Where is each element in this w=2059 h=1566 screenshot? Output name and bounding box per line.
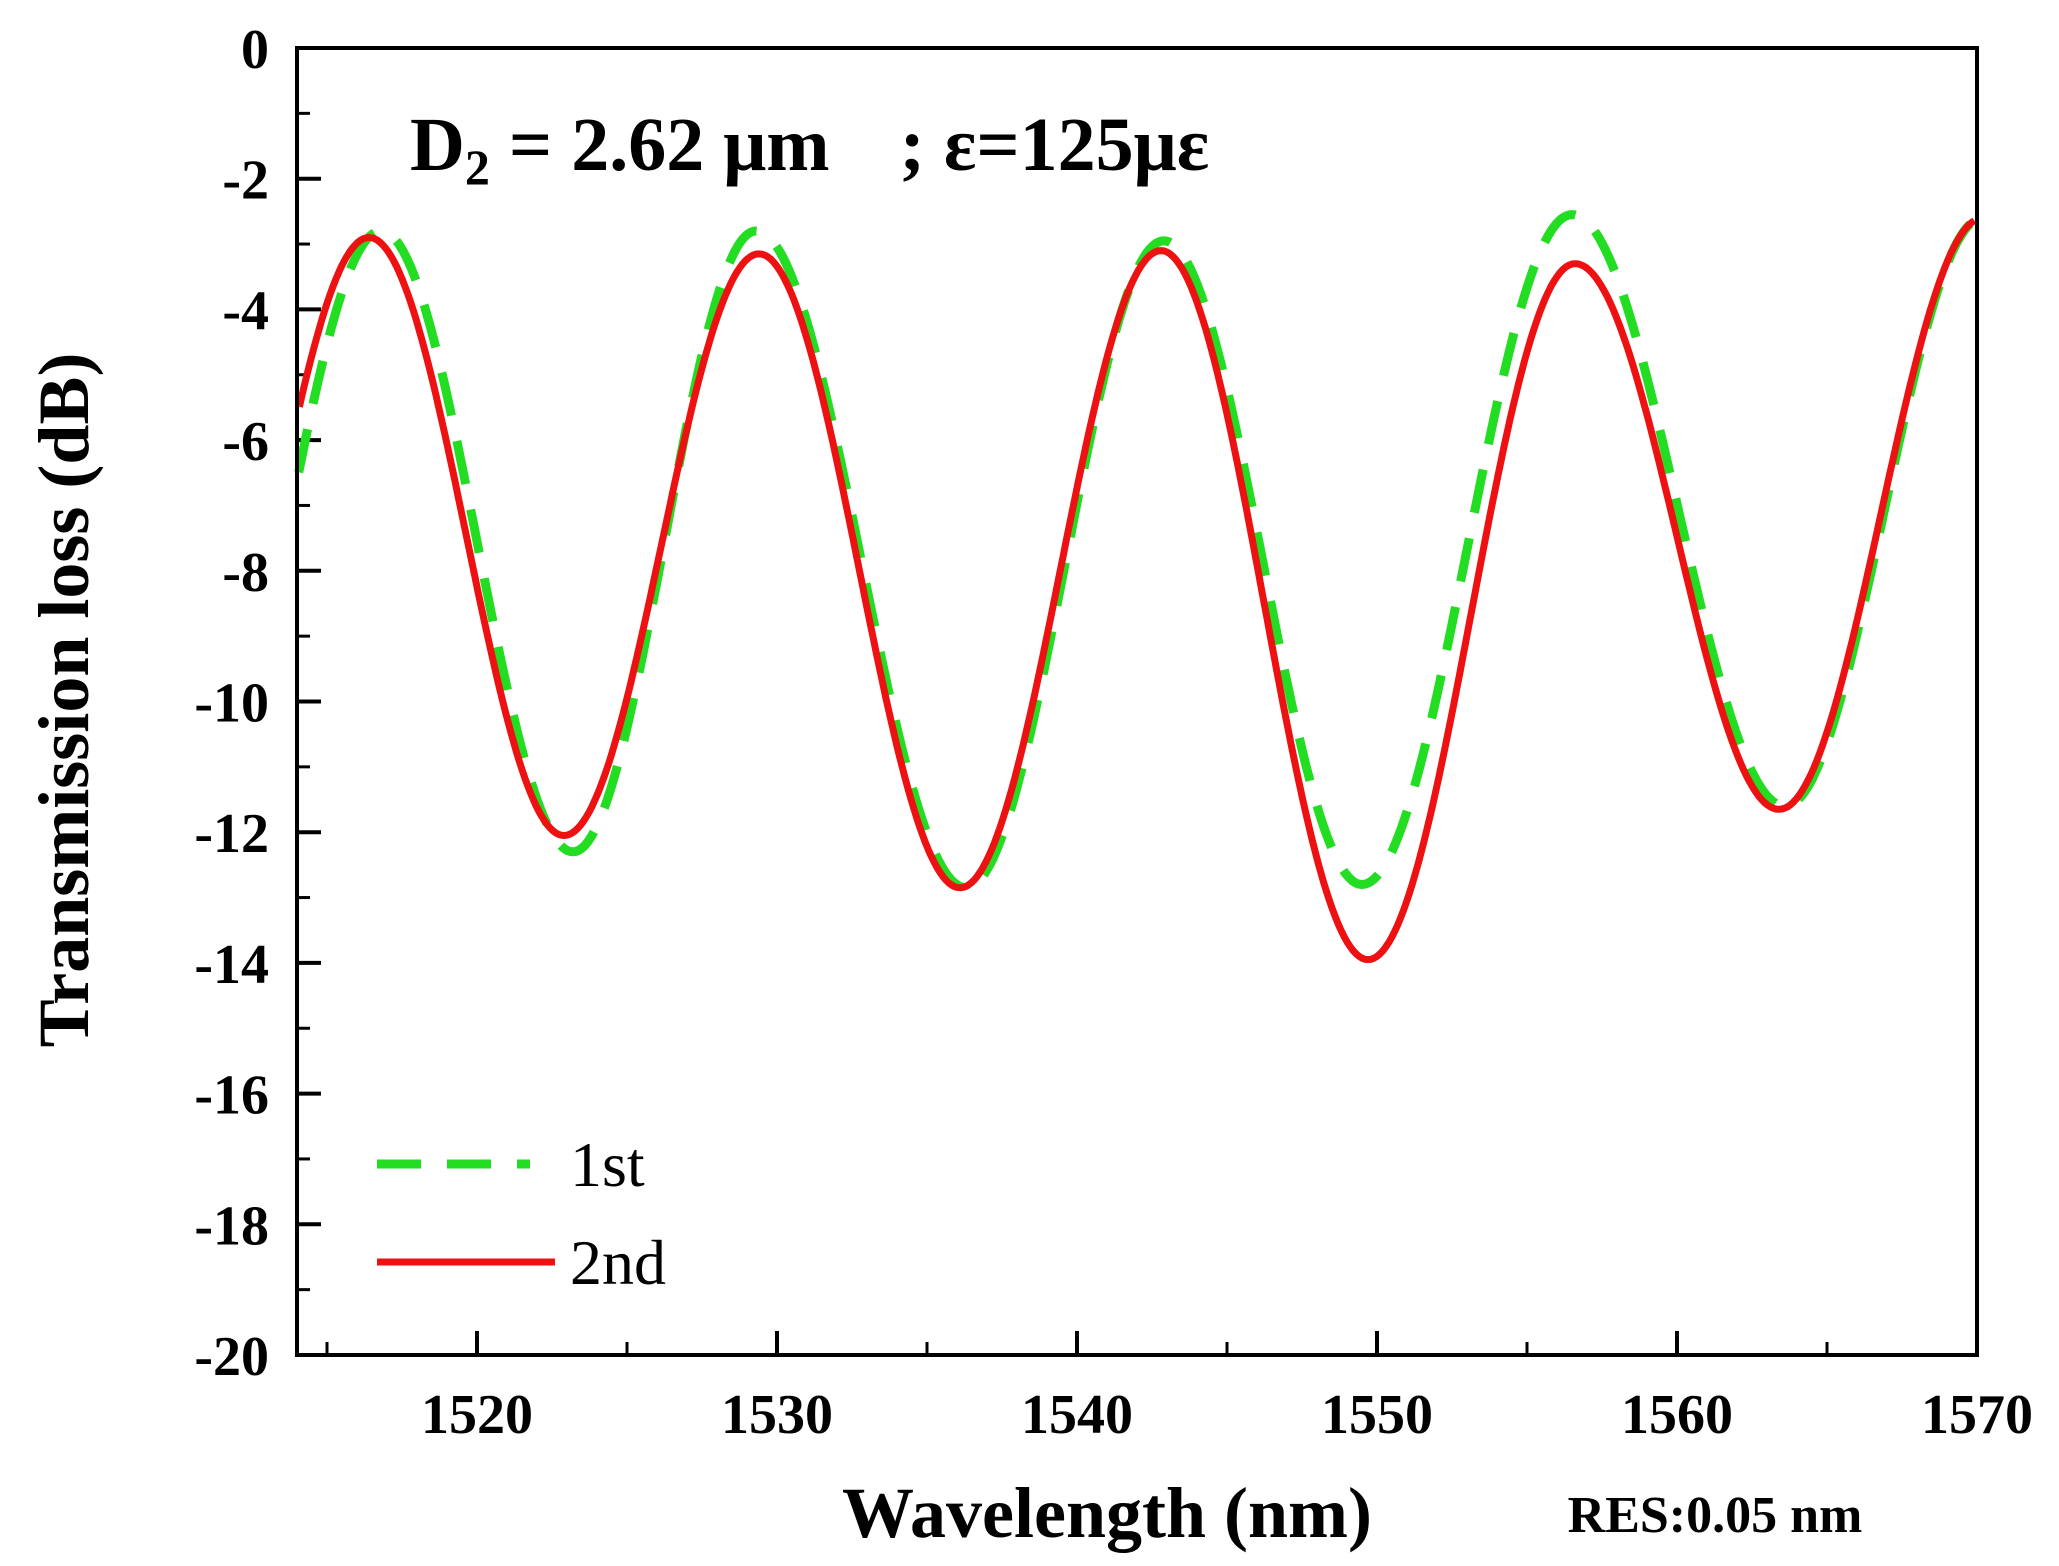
y-tick-label: -14 [194, 934, 269, 996]
axis-ticks [297, 46, 1979, 1357]
x-tick-label: 1560 [1621, 1384, 1733, 1446]
resolution-note: RES:0.05 nm [1568, 1487, 1863, 1544]
plot-frame [295, 46, 1979, 1357]
annotation-middle: = 2.62 μm [490, 103, 830, 187]
y-tick-label: 0 [241, 19, 269, 81]
y-tick-label: -20 [194, 1326, 269, 1388]
y-tick-label: -12 [194, 803, 269, 865]
y-tick-label: -18 [194, 1195, 269, 1257]
legend: 1st 2nd [377, 1129, 666, 1298]
y-tick-label: -6 [222, 411, 269, 473]
x-axis-title: Wavelength (nm) [842, 1473, 1372, 1553]
y-axis-title: Transmission loss (dB) [24, 353, 104, 1048]
series-line-2nd [295, 217, 1977, 964]
annotation-subscript: 2 [465, 139, 490, 195]
legend-label-1st: 1st [570, 1129, 645, 1200]
x-tick-label: 1530 [721, 1384, 833, 1446]
y-tick-label: -10 [194, 673, 269, 735]
tick-labels: 1520 1530 1540 1550 1560 1570 0 -2 -4 -6 -8 -10 -12 -… [194, 19, 2033, 1446]
x-tick-label: 1550 [1321, 1384, 1433, 1446]
y-tick-label: -2 [222, 150, 269, 212]
y-tick-label: -16 [194, 1065, 269, 1127]
series-line-1st [294, 210, 1978, 893]
x-tick-label: 1520 [421, 1384, 533, 1446]
annotation-suffix: ; ε=125με [900, 103, 1210, 187]
annotation-prefix: D [410, 103, 465, 187]
legend-label-2nd: 2nd [570, 1227, 666, 1298]
y-tick-label: -8 [222, 542, 269, 604]
x-tick-label: 1570 [1921, 1384, 2033, 1446]
x-tick-label: 1540 [1021, 1384, 1133, 1446]
y-tick-label: -4 [222, 280, 269, 342]
annotation-text: D2 = 2.62 μm ; ε=125με [410, 103, 1209, 195]
series-lines [294, 210, 1978, 964]
